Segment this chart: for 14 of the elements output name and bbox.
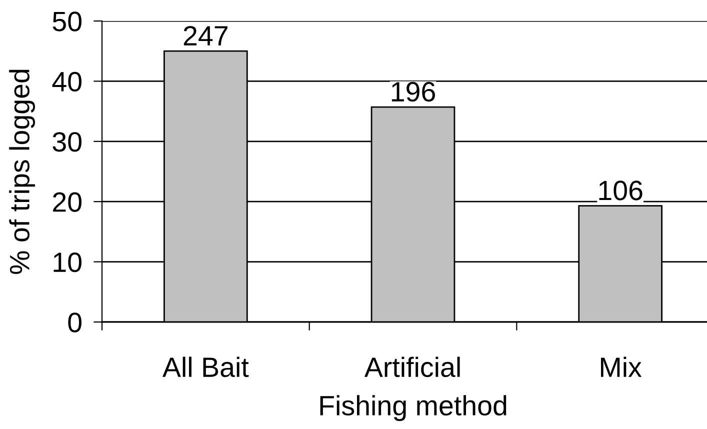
y-axis-title: % of trips logged (9, 70, 35, 274)
annotation: 106 (599, 180, 642, 200)
x-tick-label: Artificial (364, 356, 460, 378)
y-tick-label: 20 (53, 192, 82, 212)
annotation: 247 (184, 26, 228, 46)
y-tick-label: 10 (54, 252, 82, 272)
x-axis-title: Fishing method (320, 395, 506, 422)
y-tick-label: 50 (52, 12, 82, 32)
x-tick-label: Mix (601, 356, 642, 377)
y-tick-label: 40 (52, 72, 82, 92)
y-tick-label: 30 (52, 132, 82, 152)
annotation: 196 (392, 82, 435, 102)
y-tick-label: 0 (68, 312, 82, 332)
x-tick-label: All Bait (162, 356, 249, 378)
